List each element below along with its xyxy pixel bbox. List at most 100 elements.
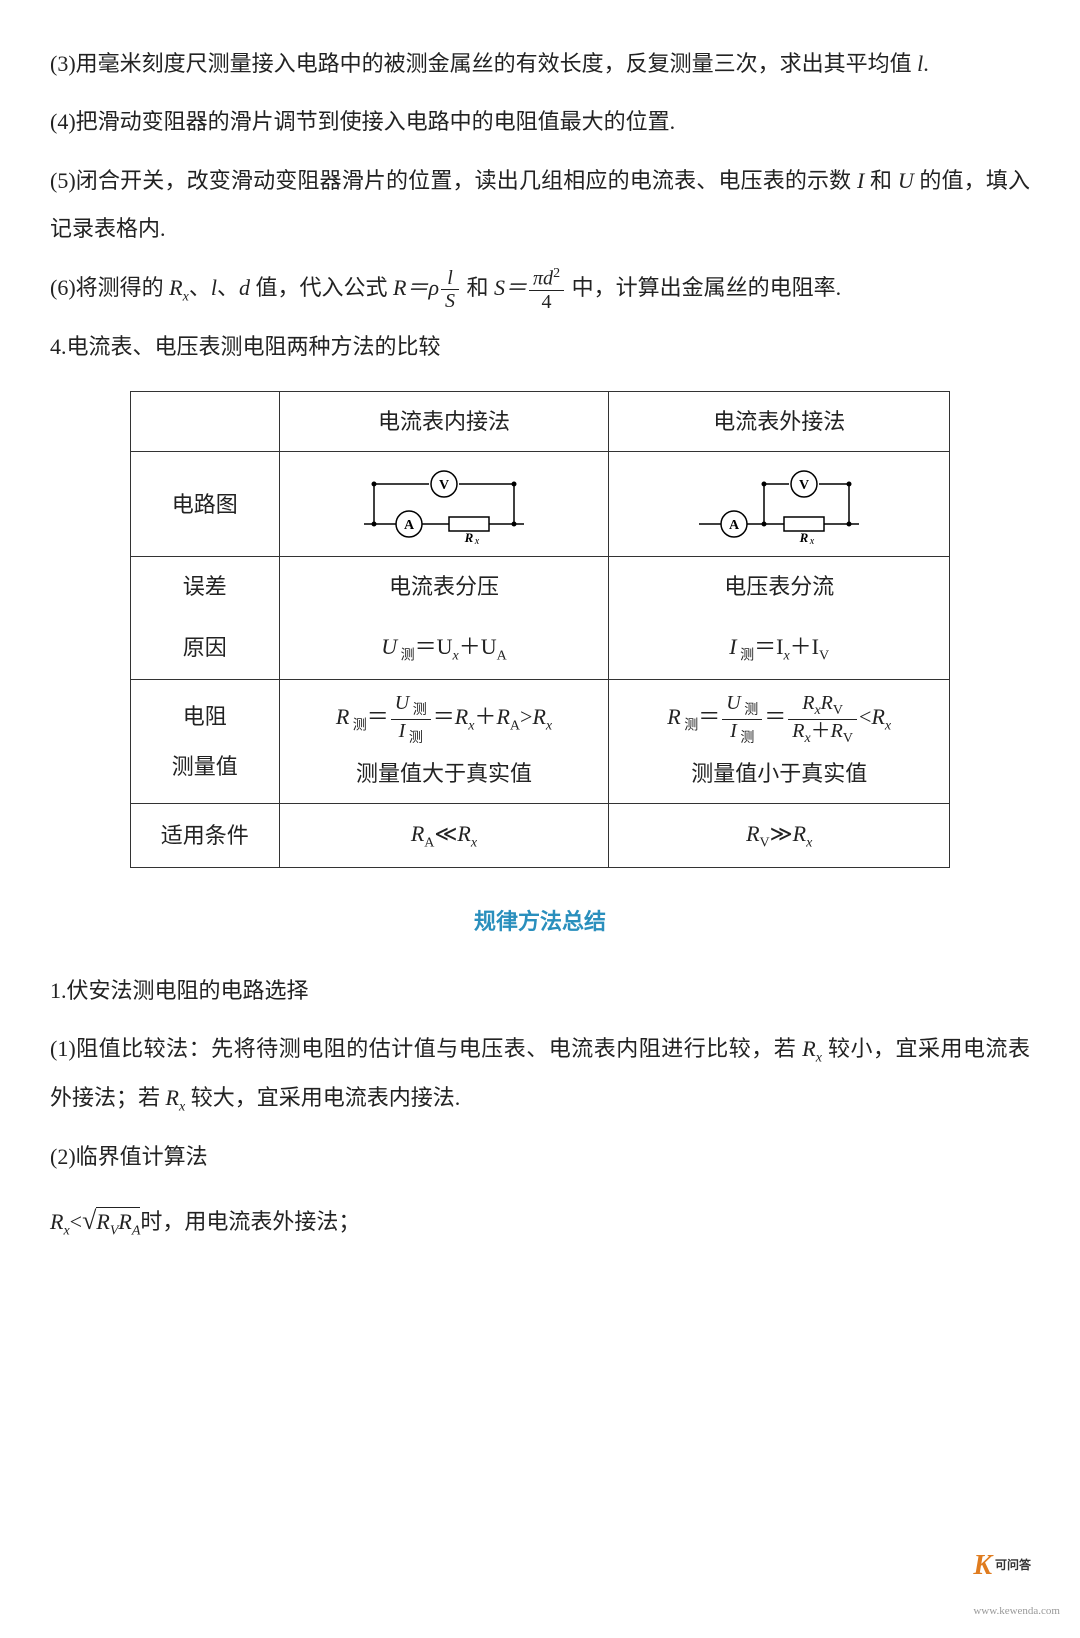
Rx-sub-m3: x xyxy=(63,1223,69,1238)
method-1: 1.伏安法测电阻的电路选择 xyxy=(50,967,1030,1015)
plusIV: ＋I xyxy=(790,634,819,659)
td-error-inner: 电流表分压 xyxy=(279,557,609,617)
frac-l: l xyxy=(441,267,459,290)
wm-url: www.kewenda.com xyxy=(973,1605,1060,1617)
pl1: ＋ xyxy=(474,704,496,729)
S-eq: S＝ xyxy=(494,275,527,300)
var-U: U xyxy=(898,168,914,193)
frac-lS: lS xyxy=(441,267,459,312)
num-U2: U 测 xyxy=(722,692,762,719)
Ro1: R xyxy=(667,704,680,729)
heading-4: 4.电流表、电压表测电阻两种方法的比较 xyxy=(50,323,1030,371)
R-outer-formula: R 测＝U 测I 测＝RxRVRx＋RV<Rx xyxy=(617,692,941,746)
Rx-m1: R xyxy=(802,1036,815,1061)
paragraph-5: (5)闭合开关，改变滑动变阻器滑片的位置，读出几组相应的电流表、电压表的示数 I… xyxy=(50,157,1030,254)
td-error-outer: 电压表分流 xyxy=(609,557,950,617)
sce4: 测 xyxy=(681,719,699,734)
circuit-outer-svg: V A R x xyxy=(689,464,869,544)
R-outer-note: 测量值小于真实值 xyxy=(617,756,941,791)
p6a: (6)将测得的 xyxy=(50,275,169,300)
p5-mid: 和 xyxy=(864,168,897,193)
sA2: A xyxy=(510,719,520,734)
p3-end: . xyxy=(923,51,929,76)
frac-pid: πd24 xyxy=(529,266,564,313)
svg-text:V: V xyxy=(799,478,809,493)
method-1-2: (2)临界值计算法 xyxy=(50,1133,1030,1181)
var-d: d xyxy=(239,275,250,300)
table-error-row: 误差 电流表分压 电压表分流 xyxy=(131,557,950,617)
td-reason-outer: I 测＝Ix＋IV xyxy=(609,617,950,680)
Rx5: R xyxy=(793,821,806,846)
ll-op: ≪ xyxy=(434,821,457,846)
frac-S: S xyxy=(441,290,459,312)
p6e: 和 xyxy=(461,275,494,300)
svg-text:x: x xyxy=(809,536,815,544)
svg-text:V: V xyxy=(439,478,449,493)
R-label1: 电阻 xyxy=(139,699,271,734)
p6f: 中，计算出金属丝的电阻率. xyxy=(566,275,841,300)
td-R-label: 电阻 测量值 xyxy=(131,680,280,804)
Rx-m3: R xyxy=(50,1209,63,1234)
Ri1: R xyxy=(336,704,349,729)
sx6: x xyxy=(471,836,477,851)
frac-UI2: U 测I 测 xyxy=(722,692,762,746)
Rx3: R xyxy=(871,704,884,729)
th-inner: 电流表内接法 xyxy=(279,392,609,452)
p5a: (5)闭合开关，改变滑动变阻器滑片的位置，读出几组相应的电流表、电压表的示数 xyxy=(50,168,857,193)
eq2: ＝ xyxy=(433,704,455,729)
den-I2: I 测 xyxy=(722,720,762,746)
td-circuit-inner: V A R x xyxy=(279,452,609,557)
table-reason-row: 原因 U 测＝Ux＋UA I 测＝Ix＋IV xyxy=(131,617,950,680)
eqIx: ＝I xyxy=(754,634,783,659)
p6d: 值，代入公式 xyxy=(250,275,393,300)
method-1-2a: Rx<√RVRA时，用电流表外接法； xyxy=(50,1192,1030,1249)
sub-ce1: 测 xyxy=(397,648,415,663)
eqUx: ＝U xyxy=(415,634,453,659)
th-outer: 电流表外接法 xyxy=(609,392,950,452)
pid-sup: 2 xyxy=(553,266,560,281)
m11c: 较大，宜采用电流表内接法. xyxy=(185,1085,460,1110)
RV2: R xyxy=(746,821,759,846)
sV2: V xyxy=(760,836,770,851)
m11a: (1)阻值比较法：先将待测电阻的估计值与电压表、电流表内阻进行比较，若 xyxy=(50,1036,802,1061)
sqrt-RvRa: RVRA xyxy=(96,1207,140,1234)
num-RxRv: RxRV xyxy=(788,692,857,719)
gt1: > xyxy=(520,704,532,729)
R-label2: 测量值 xyxy=(139,749,271,784)
svg-text:A: A xyxy=(729,518,740,533)
wm-name: 可问答 xyxy=(995,1558,1031,1572)
td-cond-label: 适用条件 xyxy=(131,804,280,868)
num-U1: U 测 xyxy=(391,692,431,719)
eq1: ＝ xyxy=(367,704,389,729)
table-circuit-row: 电路图 V A R x xyxy=(131,452,950,557)
Ui: U xyxy=(381,634,397,659)
frac-RxRv: RxRVRx＋RV xyxy=(788,692,857,746)
wm-k: K xyxy=(973,1550,992,1581)
gg-op: ≫ xyxy=(770,821,793,846)
comparison-table: 电流表内接法 电流表外接法 电路图 V A R x xyxy=(130,391,950,868)
den-I1: I 测 xyxy=(391,720,431,746)
paragraph-6: (6)将测得的 Rx、l、d 值，代入公式 R＝ρlS 和 S＝πd24 中，计… xyxy=(50,264,1030,313)
Rx4: R xyxy=(457,821,470,846)
R-inner-formula: R 测＝U 测I 测＝Rx＋RA>Rx xyxy=(288,692,601,746)
Rx-R: R xyxy=(169,275,182,300)
sx7: x xyxy=(806,836,812,851)
table-cond-row: 适用条件 RA≪Rx RV≫Rx xyxy=(131,804,950,868)
den-RxRv: Rx＋RV xyxy=(788,720,857,746)
paragraph-3: (3)用毫米刻度尺测量接入电路中的被测金属丝的有效长度，反复测量三次，求出其平均… xyxy=(50,40,1030,88)
td-error-label: 误差 xyxy=(131,557,280,617)
method-1-1: (1)阻值比较法：先将待测电阻的估计值与电压表、电流表内阻进行比较，若 Rx 较… xyxy=(50,1025,1030,1123)
lt1: < xyxy=(859,704,871,729)
Rx-m2: R xyxy=(166,1085,179,1110)
frac-pid-num: πd2 xyxy=(529,266,564,291)
sx5: x xyxy=(885,719,891,734)
pid-den: 4 xyxy=(529,291,564,313)
frac-UI1: U 测I 测 xyxy=(391,692,431,746)
watermark: K 可问答 www.kewenda.com xyxy=(973,1535,1060,1623)
td-circuit-outer: V A R x xyxy=(609,452,950,557)
m12a-end: 时，用电流表外接法； xyxy=(140,1209,360,1234)
td-cond-outer: RV≫Rx xyxy=(609,804,950,868)
sA3: A xyxy=(424,836,434,851)
svg-text:R: R xyxy=(799,530,809,544)
td-R-inner: R 测＝U 测I 测＝Rx＋RA>Rx 测量值大于真实值 xyxy=(279,680,609,804)
